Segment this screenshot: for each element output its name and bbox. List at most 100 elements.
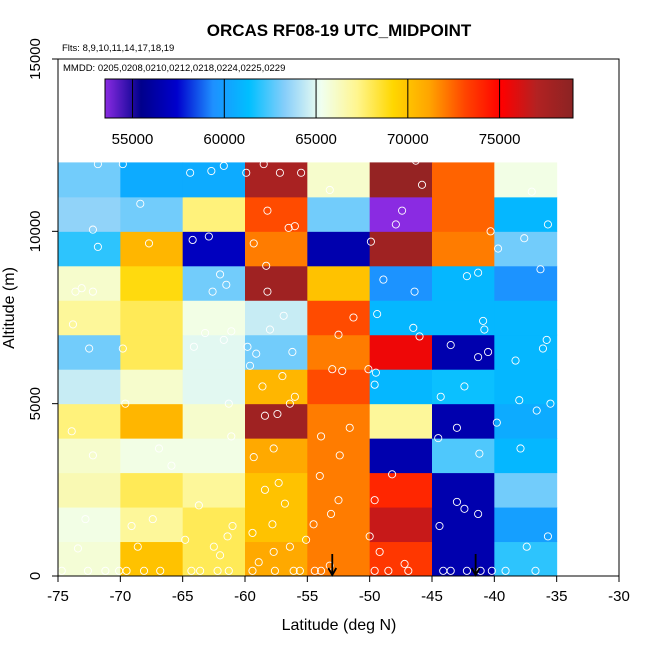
heatmap-cell (245, 300, 308, 336)
observation-point (213, 566, 222, 575)
observation-point (334, 330, 343, 339)
observation-point (501, 566, 510, 575)
heatmap-cell (120, 438, 184, 474)
x-tick-label: -40 (483, 588, 505, 605)
observation-point (452, 497, 461, 506)
observation-point (309, 520, 318, 529)
observation-point (536, 265, 545, 274)
observation-point (209, 542, 218, 551)
heatmap-cell (182, 334, 246, 370)
heatmap-cell (120, 334, 184, 370)
observation-point (88, 287, 97, 296)
heatmap-cell (307, 369, 371, 405)
observation-point (258, 382, 267, 391)
flights-note: Flts: 8,9,10,11,14,17,18,19 (62, 43, 174, 54)
observation-point (139, 566, 149, 575)
observation-point (68, 320, 78, 329)
observation-point (532, 406, 541, 415)
observation-point (187, 566, 196, 575)
observation-point (188, 235, 197, 244)
observation-point (364, 365, 373, 374)
observation-point (254, 558, 263, 567)
colorbar-tick-label: 65000 (295, 131, 337, 148)
heatmap-cell (494, 369, 558, 405)
heatmap-cell (120, 162, 184, 198)
observation-point (511, 356, 520, 365)
heatmap-cell (120, 196, 184, 232)
observation-point (316, 566, 326, 575)
observation-point (274, 478, 283, 487)
observation-point (278, 372, 287, 381)
observation-point (520, 234, 529, 243)
heatmap-cell (58, 472, 121, 508)
heatmap-cell (494, 507, 558, 543)
observation-point (262, 261, 271, 270)
observation-point (290, 392, 299, 401)
heatmap-cell (307, 403, 371, 439)
heatmap-cell (58, 369, 121, 405)
colorbar-tick-label: 55000 (112, 131, 154, 148)
heatmap-cell (182, 300, 246, 336)
dates-note: MMDD: 0205,0208,0210,0212,0218,0224,0225… (63, 63, 285, 74)
observation-point (224, 566, 233, 575)
observation-point (462, 272, 471, 281)
observation-point (436, 392, 445, 401)
heatmap-cell (245, 265, 308, 301)
observation-point (310, 566, 319, 575)
observation-point (492, 418, 501, 427)
observation-point (88, 225, 97, 234)
heatmap-cell (494, 231, 558, 267)
observation-point (543, 220, 552, 229)
y-tick-label: 5000 (27, 387, 44, 420)
observation-point (189, 342, 198, 351)
observation-point (144, 239, 154, 248)
observation-point (417, 180, 427, 189)
heatmap-cell (307, 541, 371, 577)
heatmap-cell (245, 541, 308, 577)
heatmap-cell (58, 300, 121, 336)
observation-point (88, 451, 97, 460)
colorbar-tick-label: 60000 (203, 131, 245, 148)
observation-point (228, 521, 237, 531)
observation-point (136, 199, 145, 208)
observation-point (316, 432, 326, 441)
observation-point (446, 566, 455, 575)
observation-point (285, 542, 294, 551)
observation-point (460, 382, 469, 391)
observation-point (268, 520, 277, 529)
observation-point (67, 427, 76, 436)
observation-point (391, 220, 400, 229)
heatmap-cell (494, 334, 558, 370)
heatmap-cell (369, 265, 433, 301)
x-tick-label: -30 (608, 588, 630, 605)
heatmap-cell (494, 403, 558, 439)
heatmap-cell (369, 369, 433, 405)
heatmap-cell (494, 472, 558, 508)
heatmap-cell (120, 541, 184, 577)
observation-point (410, 287, 419, 296)
heatmap-cell (369, 300, 433, 336)
observation-point (260, 485, 269, 494)
observation-point (400, 559, 409, 568)
heatmap-cell (432, 334, 495, 370)
observation-point (516, 444, 525, 453)
heatmap-cell (58, 231, 121, 267)
observation-point (201, 328, 210, 338)
heatmap-cell (182, 438, 246, 474)
observation-point (404, 566, 413, 575)
observation-point (527, 187, 536, 196)
observation-point (204, 232, 213, 241)
plot-frame (57, 58, 620, 577)
x-tick-label: -60 (234, 588, 256, 605)
x-axis-label: Latitude (deg N) (282, 617, 397, 634)
observation-point (542, 335, 551, 344)
x-tick-label: -55 (296, 588, 318, 605)
heatmap-cell (120, 231, 184, 267)
observation-point (93, 160, 102, 169)
observation-point (446, 341, 455, 350)
heatmap-cell (245, 472, 308, 508)
heatmap-cell (307, 438, 371, 474)
observation-point (245, 361, 255, 370)
observation-point (186, 168, 195, 177)
